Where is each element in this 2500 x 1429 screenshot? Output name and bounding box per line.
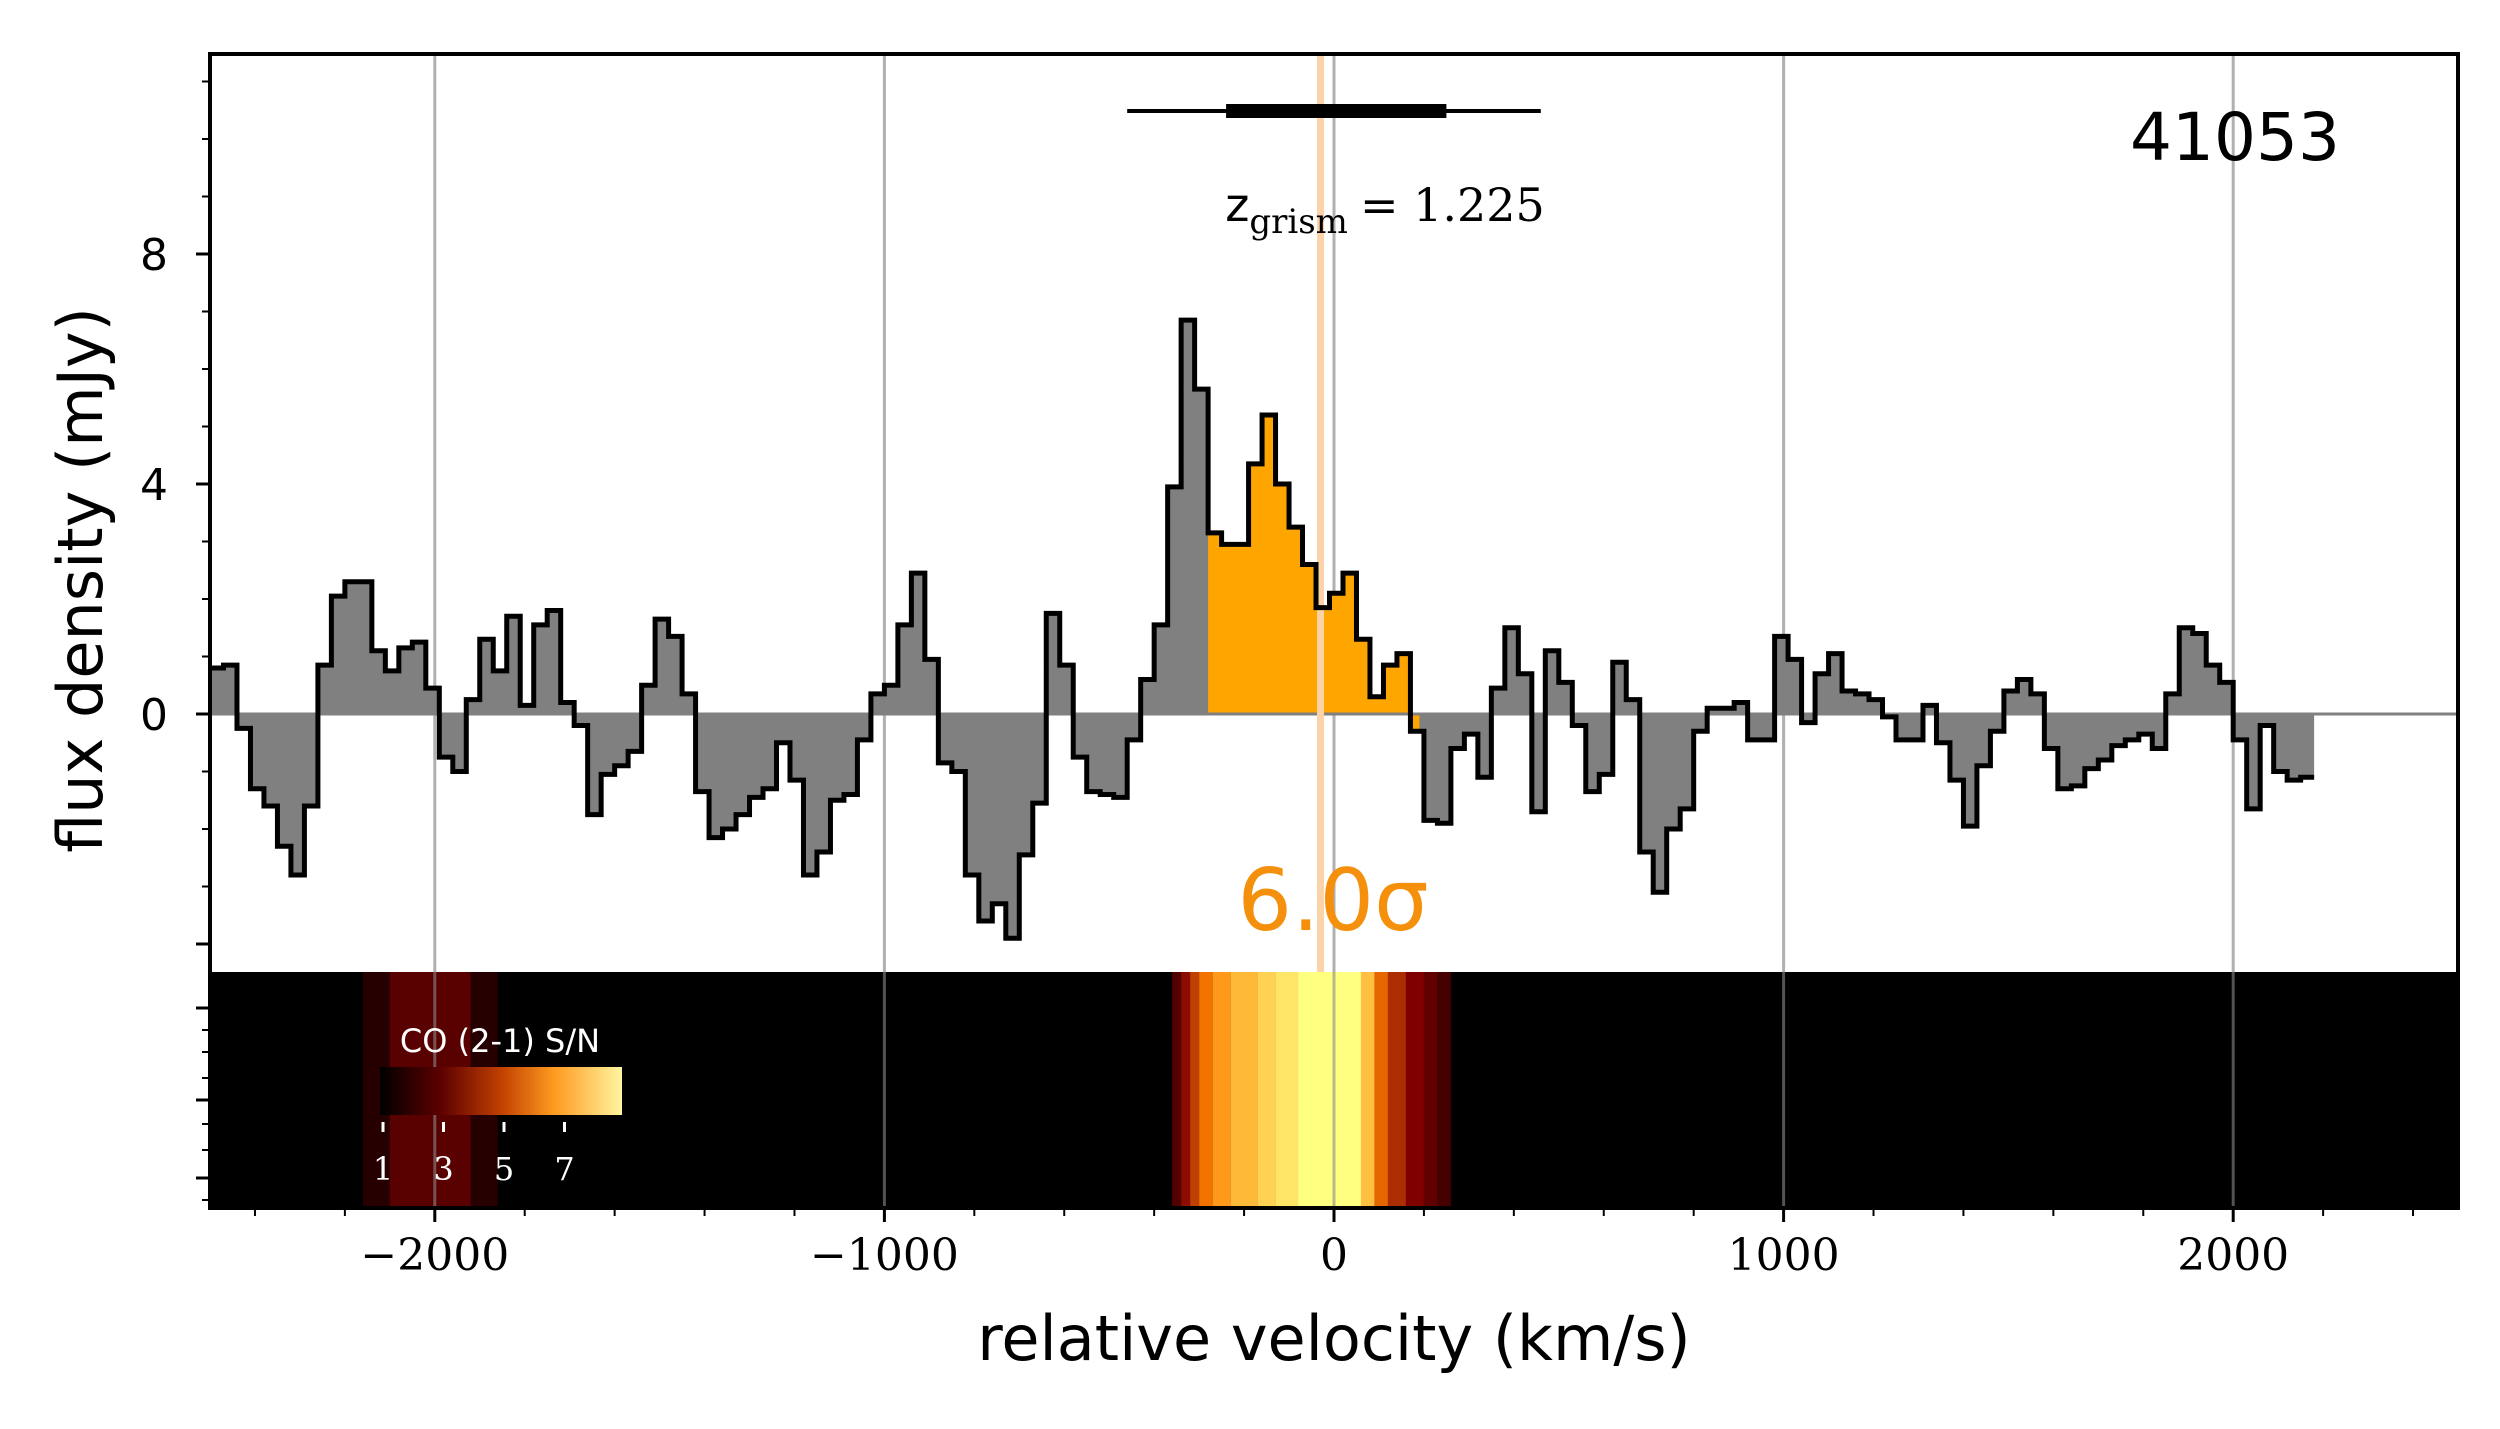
colorbar-label: CO (2-1) S/N (400, 1022, 600, 1060)
significance-label: 6.0σ (1237, 851, 1428, 951)
sn-strip-cell (1387, 972, 1406, 1208)
sn-strip-cell (1257, 972, 1276, 1208)
colorbar-tick-label: 1 (373, 1150, 393, 1188)
y-axis: 0 4 8 (140, 80, 210, 1201)
strip-grid-lines (433, 972, 2235, 1208)
flux-step-outline (210, 317, 2315, 941)
sn-strip-cell (1230, 972, 1258, 1208)
colorbar-ticks: 1 3 5 7 (373, 1122, 575, 1188)
x-tick-label: −1000 (810, 1230, 959, 1281)
x-tick-label: −2000 (360, 1230, 509, 1281)
object-id-label: 41053 (2130, 99, 2340, 176)
redshift-label-subscript: grism (1249, 202, 1348, 242)
sn-strip-cell (1360, 972, 1375, 1208)
x-tick-label: 2000 (2177, 1230, 2289, 1281)
grid-lines (433, 54, 2235, 972)
colorbar-tick-label: 7 (554, 1150, 574, 1188)
sn-strip-cell (1190, 972, 1200, 1208)
y-tick-label: 8 (140, 230, 168, 281)
sn-strip-cell (1199, 972, 1213, 1208)
x-axis: −2000 −1000 0 1000 2000 (253, 1208, 2415, 1281)
sn-strip-cell (1298, 972, 1361, 1208)
spectrum-panel: zgrism = 1.225 41053 6.0σ (210, 54, 2458, 972)
x-tick-label: 1000 (1728, 1230, 1840, 1281)
colorbar-tick-label: 3 (433, 1150, 453, 1188)
sn-strip-cell (1405, 972, 1424, 1208)
x-tick-label: 0 (1320, 1230, 1348, 1281)
redshift-label: zgrism = 1.225 (1225, 178, 1545, 242)
sn-strip-cell (1212, 972, 1231, 1208)
sn-strip-cells (362, 972, 1451, 1208)
sn-strip-cell (1423, 972, 1438, 1208)
sn-strip-cell (1275, 972, 1299, 1208)
sn-strip-panel: CO (2-1) S/N 1 3 5 7 (210, 972, 2458, 1208)
sn-strip-cell (1172, 972, 1182, 1208)
redshift-label-prefix: z (1225, 178, 1249, 232)
sn-strip-cell (1374, 972, 1388, 1208)
sn-strip-cell (1181, 972, 1191, 1208)
y-tick-label: 0 (140, 690, 168, 741)
y-tick-label: 4 (140, 460, 168, 511)
x-axis-label: relative velocity (km/s) (977, 1302, 1690, 1375)
redshift-label-value: = 1.225 (1360, 178, 1545, 232)
colorbar (380, 1067, 622, 1115)
sn-strip-cell (1437, 972, 1451, 1208)
colorbar-tick-label: 5 (494, 1150, 514, 1188)
y-axis-label: flux density (mJy) (44, 307, 117, 853)
